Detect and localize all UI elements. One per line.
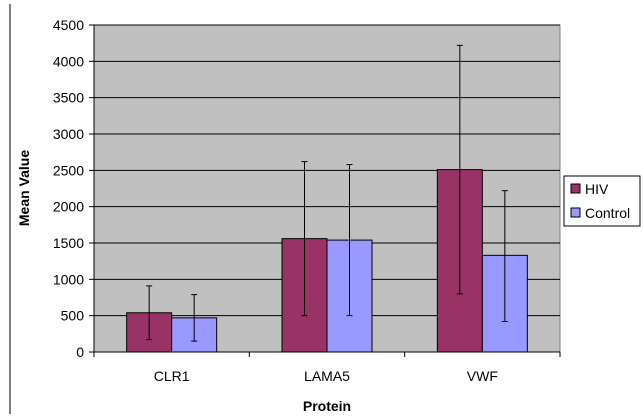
y-tick-label-8: 4000 bbox=[53, 53, 84, 69]
legend-label-hiv: HIV bbox=[585, 181, 609, 197]
y-tick-label-1: 500 bbox=[61, 308, 85, 324]
y-tick-label-7: 3500 bbox=[53, 90, 84, 106]
y-tick-label-0: 0 bbox=[76, 344, 84, 360]
y-axis-ticks: 0 500 1000 1500 2000 2500 3000 3500 4000 4500 bbox=[53, 17, 94, 360]
y-tick-label-5: 2500 bbox=[53, 162, 84, 178]
x-tick-label-lama5: LAMA5 bbox=[304, 368, 350, 384]
y-tick-label-6: 3000 bbox=[53, 126, 84, 142]
x-axis-ticks: CLR1 LAMA5 VWF bbox=[93, 352, 561, 384]
legend-label-control: Control bbox=[585, 205, 630, 221]
legend-swatch-hiv bbox=[570, 183, 581, 194]
y-tick-label-2: 1000 bbox=[53, 271, 84, 287]
y-tick-label-3: 1500 bbox=[53, 235, 84, 251]
error-bars bbox=[146, 44, 508, 342]
legend: HIV Control bbox=[563, 175, 641, 227]
y-tick-label-9: 4500 bbox=[53, 17, 84, 33]
x-axis-title: Protein bbox=[303, 398, 351, 414]
legend-swatch-control bbox=[570, 207, 581, 218]
x-tick-label-vwf: VWF bbox=[467, 368, 498, 384]
y-axis-title: Mean Value bbox=[16, 150, 32, 226]
x-tick-label-clr1: CLR1 bbox=[154, 368, 190, 384]
y-tick-label-4: 2000 bbox=[53, 199, 84, 215]
